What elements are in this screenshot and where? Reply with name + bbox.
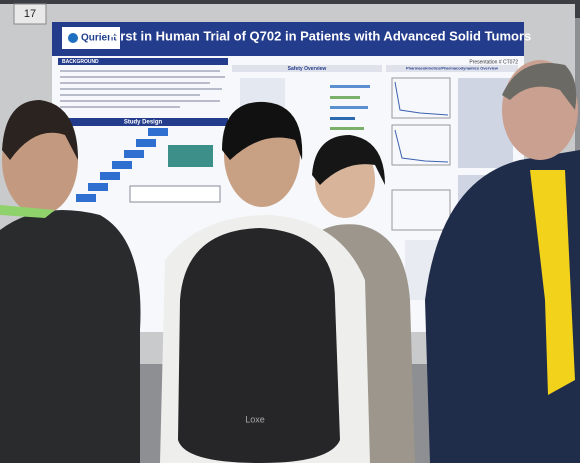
logo-icon [68, 33, 78, 43]
study-design-steps [76, 128, 168, 202]
diagram-box [129, 185, 221, 203]
diagram-box [168, 145, 213, 167]
person-right [425, 60, 580, 463]
section-bar [58, 118, 228, 126]
logo-box [62, 27, 120, 49]
pk-plots [391, 77, 451, 231]
section-heading: Study Design [124, 120, 163, 126]
person-left [0, 100, 141, 463]
poster-header [52, 22, 524, 56]
section-heading: Safety Overview [288, 66, 327, 72]
logo: Qurient [81, 33, 117, 44]
poster-title: First in Human Trial of Q702 in Patients… [109, 28, 532, 43]
section-heading: BACKGROUND [62, 59, 99, 65]
booth-sign [13, 3, 47, 25]
section-heading: Pharmacokinetics/Pharmacodynamics Overvi… [406, 66, 499, 71]
booth-number: 17 [24, 8, 36, 20]
text-lines [60, 70, 225, 108]
section-bar [58, 58, 228, 65]
backpack-brand: Loxe [245, 414, 265, 424]
presentation-number: Presentation # CT072 [469, 59, 518, 65]
person-center: Loxe [160, 101, 370, 463]
section-bar [386, 65, 518, 72]
section-bar [232, 65, 382, 72]
